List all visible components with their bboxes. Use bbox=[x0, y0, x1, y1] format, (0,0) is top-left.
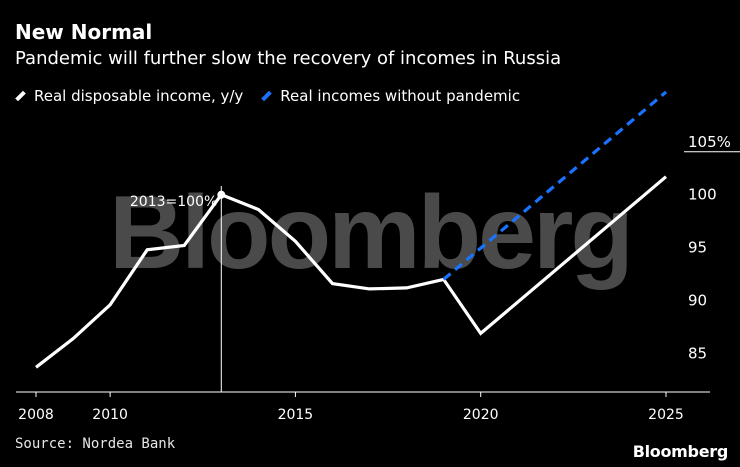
bloomberg-logo: Bloomberg bbox=[632, 442, 729, 461]
x-tick-label-2020: 2020 bbox=[463, 407, 499, 423]
chart-title: New Normal bbox=[15, 20, 153, 44]
legend-label-real-income: Real disposable income, y/y bbox=[34, 87, 244, 105]
x-tick-label-2010: 2010 bbox=[92, 407, 128, 423]
legend-item-without-pandemic: Real incomes without pandemic bbox=[261, 87, 520, 105]
chart-legend: Real disposable income, y/y Real incomes… bbox=[15, 85, 538, 107]
axis-layer: 2008 2010 2015 2020 2025 85 90 95 100 105% bbox=[16, 133, 740, 423]
y-tick-label-90: 90 bbox=[688, 292, 707, 310]
x-tick-label-2008: 2008 bbox=[18, 407, 54, 423]
series-layer bbox=[35, 90, 668, 369]
y-tick-label-95: 95 bbox=[688, 239, 707, 257]
series-line-without-pandemic bbox=[442, 90, 668, 281]
chart-subtitle: Pandemic will further slow the recovery … bbox=[15, 48, 562, 69]
source-note: Source: Nordea Bank bbox=[15, 436, 176, 452]
y-tick-label-105: 105% bbox=[688, 133, 731, 151]
y-tick-label-85: 85 bbox=[688, 345, 707, 363]
legend-item-real-income: Real disposable income, y/y bbox=[15, 87, 243, 105]
x-tick-label-2015: 2015 bbox=[278, 407, 314, 423]
annotation-label: 2013=100% bbox=[130, 194, 217, 210]
y-tick-label-100: 100 bbox=[688, 186, 717, 204]
legend-label-without-pandemic: Real incomes without pandemic bbox=[280, 87, 521, 105]
watermark-logo: Bloomberg bbox=[109, 175, 631, 291]
series-line-real-income bbox=[35, 175, 668, 369]
x-tick-label-2025: 2025 bbox=[648, 407, 684, 423]
